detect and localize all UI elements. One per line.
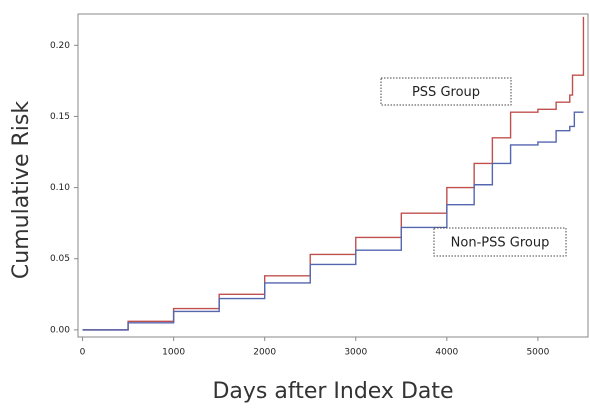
series-line <box>82 16 585 331</box>
x-tick-label: 2000 <box>253 348 276 358</box>
series-line <box>82 111 584 331</box>
legend-box <box>433 227 567 257</box>
y-tick-label: 0.00 <box>50 325 70 335</box>
y-axis-title: Cumulative Risk <box>9 101 34 279</box>
x-tick-label: 3000 <box>344 348 367 358</box>
legend-label: Non-PSS Group <box>451 236 550 251</box>
legend-box <box>380 77 512 106</box>
x-tick-label: 5000 <box>526 348 549 358</box>
y-tick-label: 0.20 <box>50 41 70 51</box>
x-tick-label: 4000 <box>435 348 458 358</box>
x-tick-label: 0 <box>80 348 86 358</box>
legend-label: PSS Group <box>412 85 480 100</box>
x-axis-title: Days after Index Date <box>212 379 453 404</box>
y-tick-label: 0.15 <box>50 112 70 122</box>
y-tick-label: 0.10 <box>50 183 70 193</box>
plot-frame <box>77 13 589 338</box>
x-tick-label: 1000 <box>162 348 185 358</box>
y-tick-label: 0.05 <box>50 254 70 264</box>
